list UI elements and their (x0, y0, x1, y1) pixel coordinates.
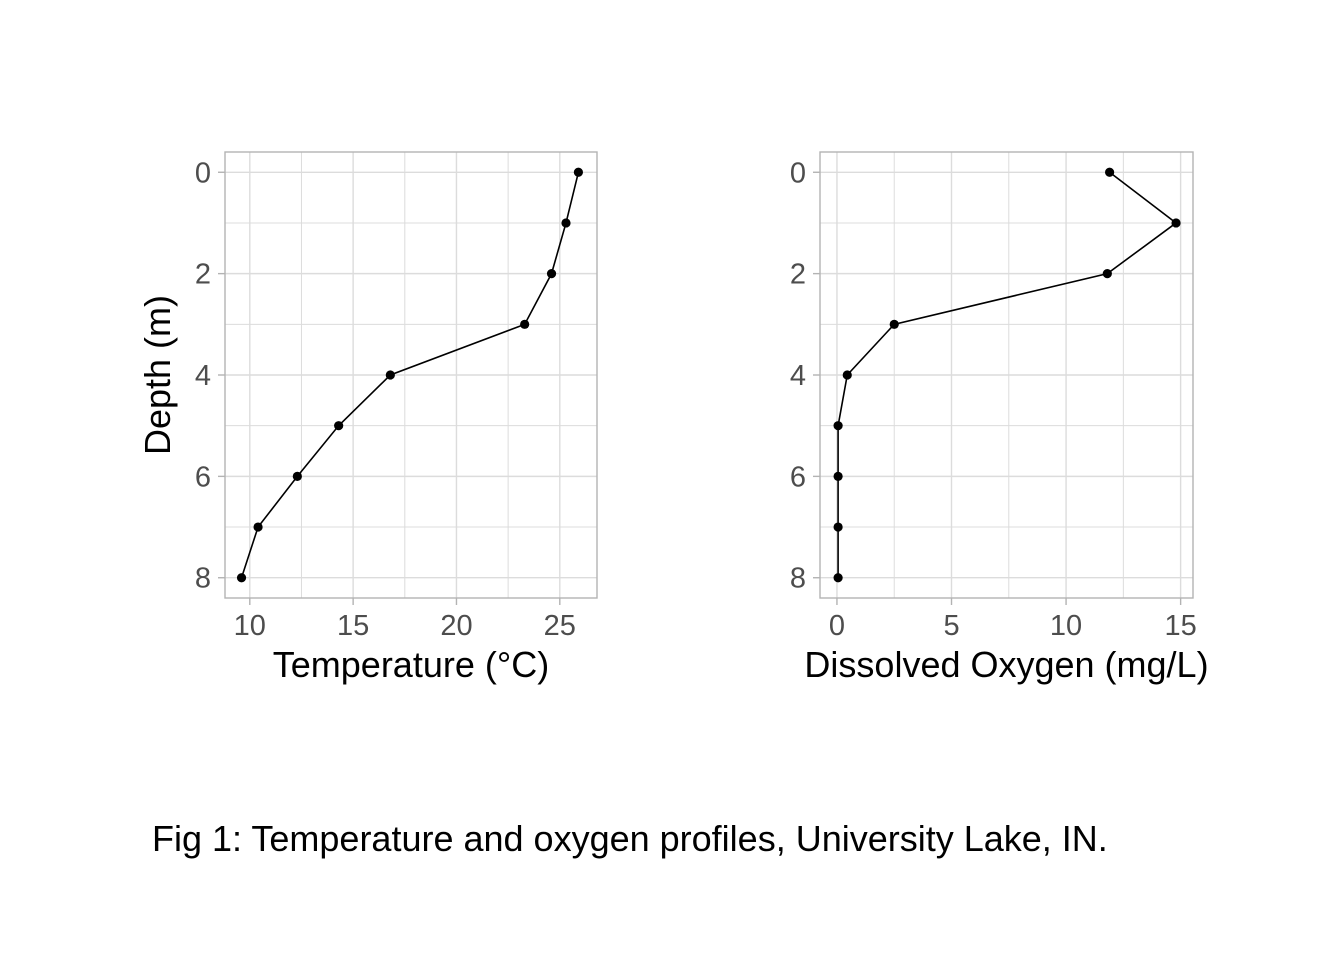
temp-x-tick-label: 25 (544, 610, 576, 642)
temp-data-point (253, 522, 263, 532)
do-data-point (833, 573, 843, 583)
temp-y-tick-label: 0 (195, 157, 211, 189)
temp-y-tick-label: 8 (195, 563, 211, 595)
temp-data-point (385, 370, 395, 380)
do-data-point (1102, 269, 1112, 279)
temp-y-tick-label: 6 (195, 461, 211, 493)
do-y-tick-label: 4 (790, 360, 806, 392)
temp-data-point (292, 471, 302, 481)
temp-x-axis-title: Temperature (°C) (273, 644, 549, 685)
do-data-point (833, 522, 843, 532)
do-data-point (833, 421, 843, 431)
do-data-point (1171, 218, 1181, 228)
temp-data-point (546, 269, 557, 279)
temp-y-axis-title: Depth (m) (137, 295, 178, 455)
temp-x-tick-label: 15 (337, 610, 369, 642)
temp-y-tick-label: 2 (195, 259, 211, 291)
do-data-point (833, 471, 843, 481)
do-y-tick-label: 0 (790, 157, 806, 189)
temp-data-point (334, 421, 344, 431)
figure-caption: Fig 1: Temperature and oxygen profiles, … (152, 818, 1108, 859)
do-y-tick-label: 6 (790, 461, 806, 493)
do-data-point (1105, 167, 1115, 177)
do-x-tick-label: 15 (1164, 610, 1196, 642)
temp-data-point (520, 319, 530, 329)
temp-data-point (561, 218, 571, 228)
temp-x-tick-label: 10 (234, 610, 266, 642)
do-x-tick-label: 5 (943, 610, 959, 642)
oxygen-panel: 0 5 10 15 0 2 4 6 8 Dissolved Oxygen (mg/L) (790, 151, 1209, 685)
temp-x-tick-label: 20 (440, 610, 472, 642)
do-data-point (889, 319, 899, 329)
do-data-point (842, 370, 852, 380)
temperature-panel: 10 15 20 25 0 2 4 6 8 Temperature (°C) Depth (m) (137, 151, 598, 685)
do-y-tick-label: 8 (790, 563, 806, 595)
temp-data-point (236, 573, 247, 583)
temp-data-point (573, 167, 584, 177)
do-x-axis-title: Dissolved Oxygen (mg/L) (804, 644, 1208, 685)
temp-y-tick-label: 4 (195, 360, 211, 392)
do-x-tick-label: 0 (829, 610, 845, 642)
do-x-tick-label: 10 (1050, 610, 1082, 642)
do-y-tick-label: 2 (790, 259, 806, 291)
